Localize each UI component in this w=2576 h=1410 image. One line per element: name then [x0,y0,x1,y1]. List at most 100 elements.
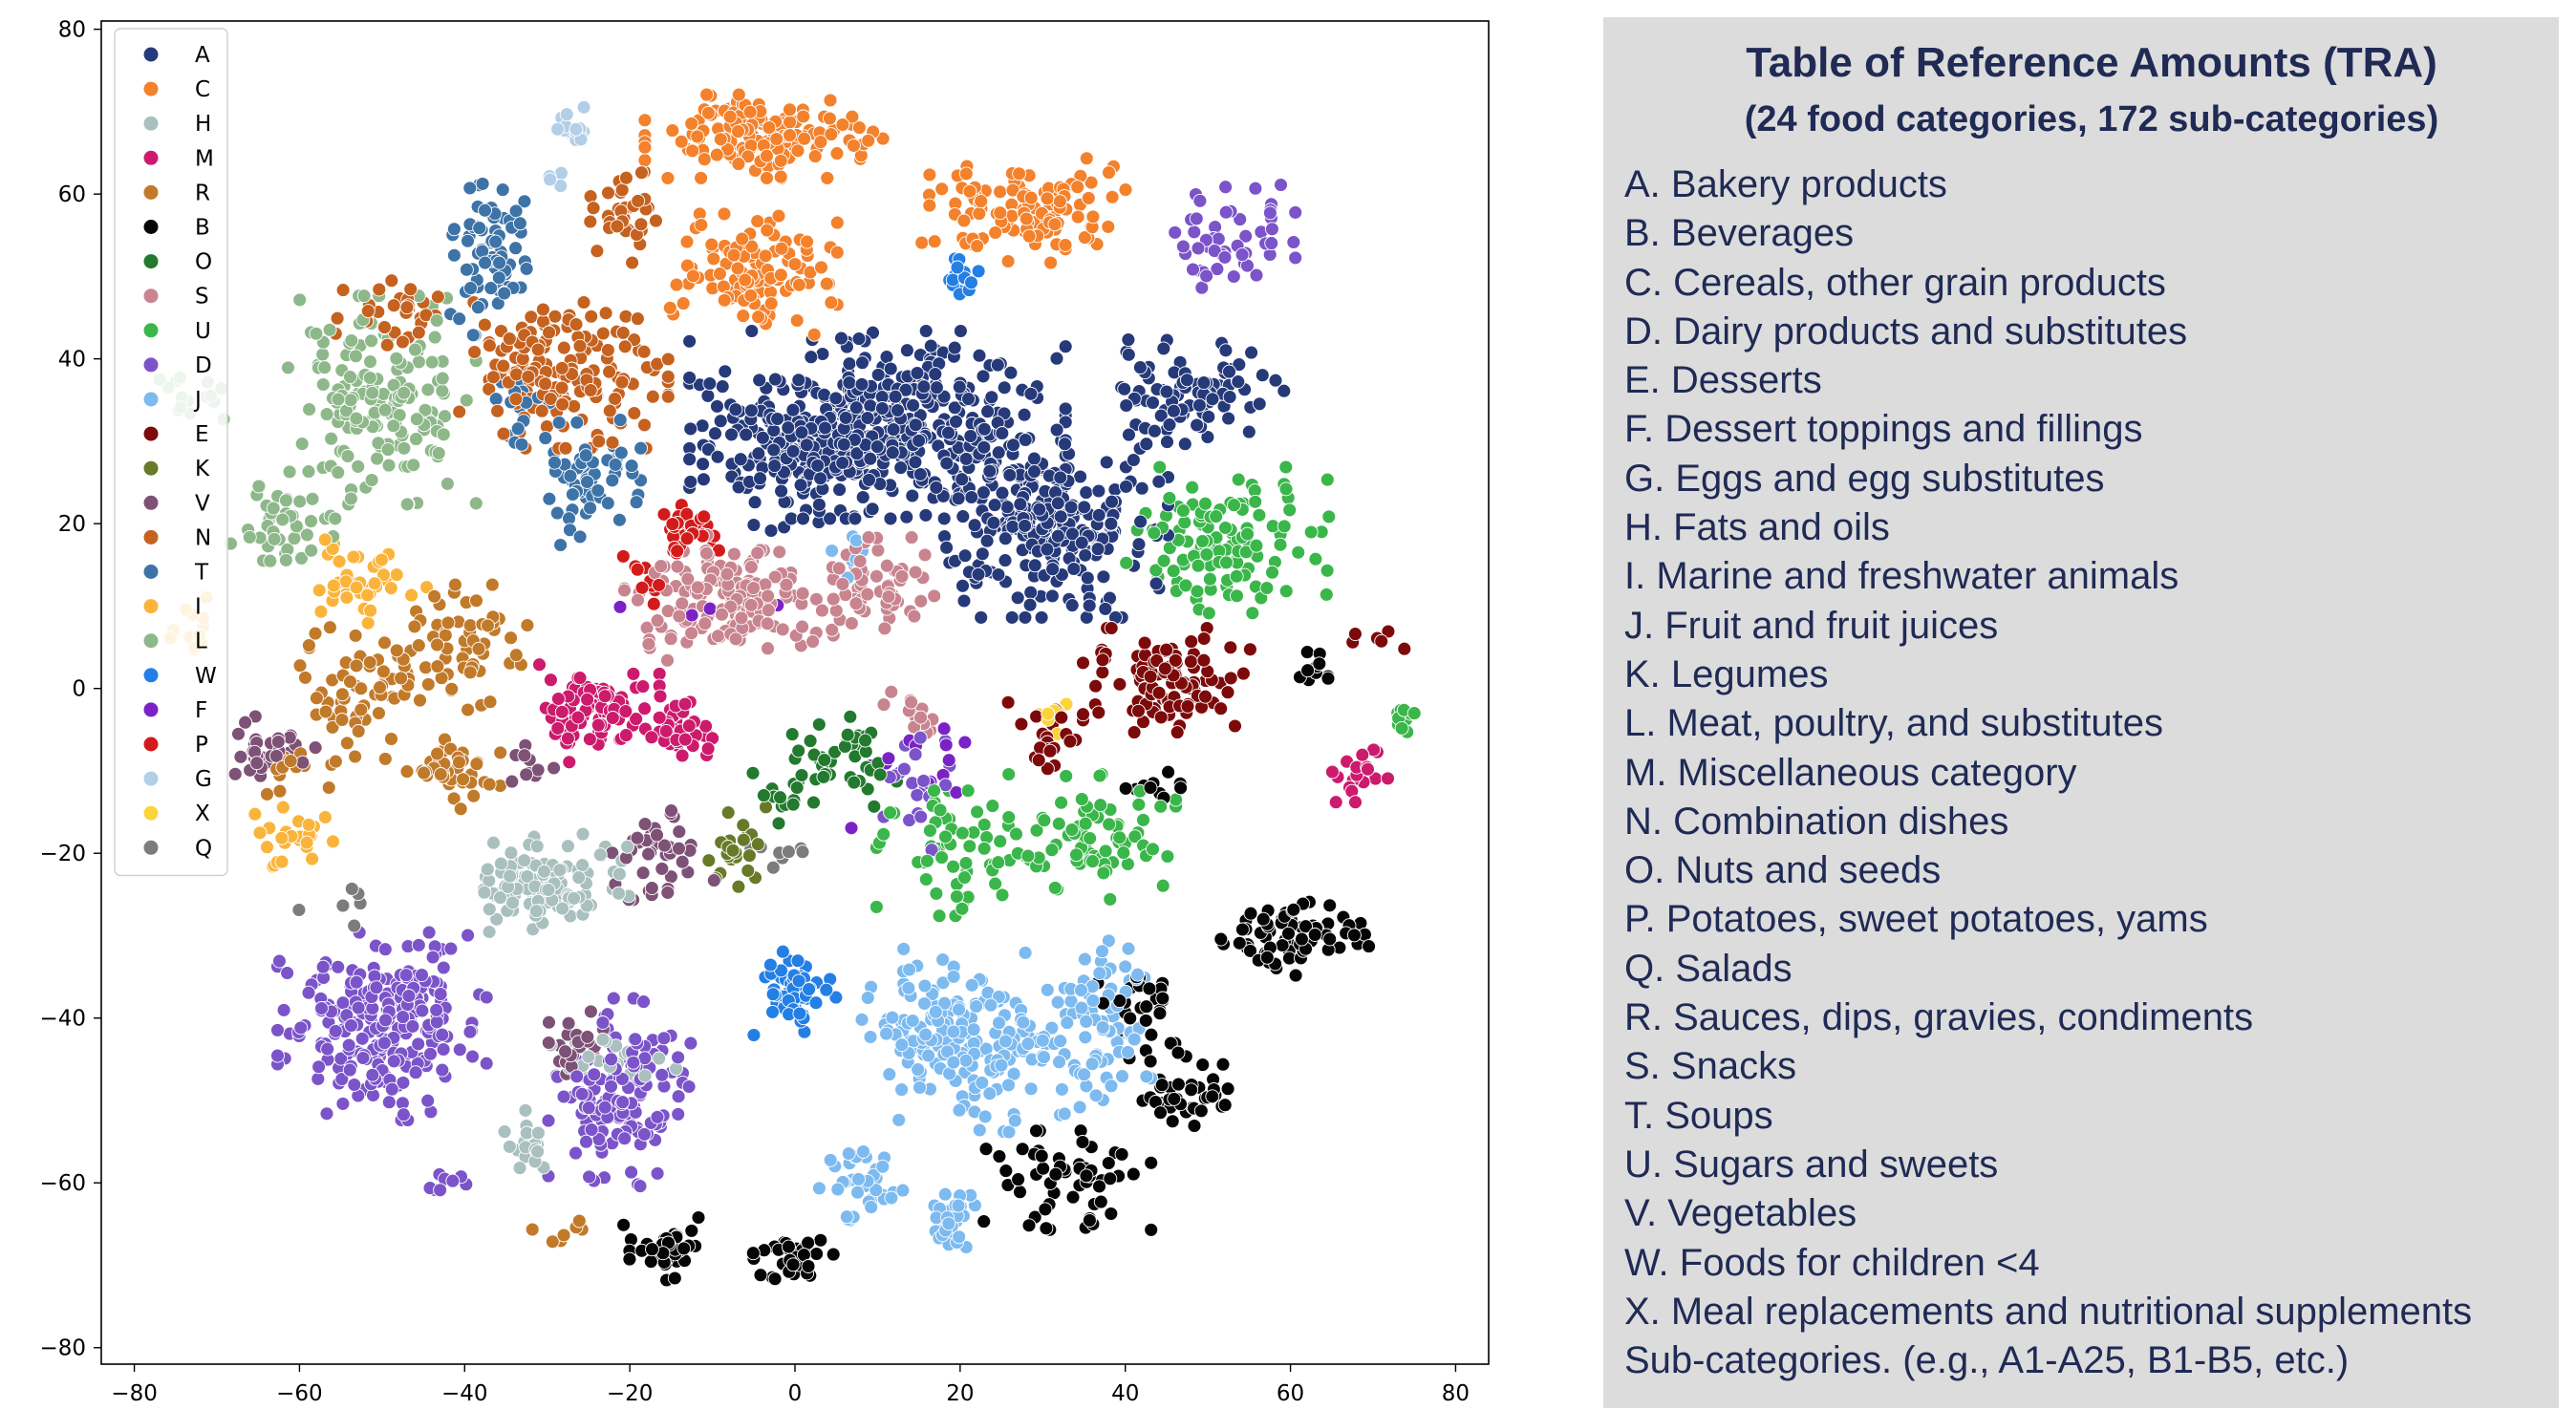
legend-marker-M [142,149,160,166]
point-A [1049,422,1064,438]
point-B [1170,1077,1186,1092]
point-C [665,123,680,139]
point-U [1319,587,1334,602]
point-A [766,442,782,458]
point-R [343,674,357,690]
point-J [911,1062,926,1078]
point-M [700,741,716,757]
point-A [1121,347,1136,362]
point-R [377,635,392,651]
point-B [753,1268,768,1283]
point-Q [347,918,362,933]
point-J [894,1037,910,1053]
point-J [1104,1079,1119,1094]
point-A [1017,407,1032,422]
legend-marker-U [142,322,160,339]
point-A [1098,601,1113,616]
point-D [315,959,331,974]
point-N [627,406,642,420]
point-R [452,755,466,770]
point-S [746,581,762,596]
point-J [969,999,984,1014]
point-C [1000,254,1016,268]
point-O [771,816,786,831]
point-S [825,622,840,637]
point-L [380,442,396,458]
point-L [343,370,357,385]
point-M [1348,795,1363,810]
point-U [1227,498,1241,513]
point-R [394,671,409,686]
point-B [643,1254,658,1270]
scatter-chart: −80 −60 −40 −20 0 20 40 60 80806040200−20−40−60−… [39,18,1490,1406]
point-A [865,502,880,517]
point-H [575,826,590,842]
point-D [1288,250,1303,266]
point-A [961,392,976,407]
point-U [946,859,961,874]
point-B [1082,1213,1097,1228]
point-L [349,411,364,426]
point-A [835,456,850,470]
point-D [628,1032,643,1047]
point-L [322,322,337,337]
point-D [671,1050,686,1065]
point-R [384,732,398,746]
point-C [1070,209,1085,224]
point-R [411,638,426,653]
point-D [355,1051,371,1065]
point-A [855,355,869,371]
point-H [612,886,626,901]
point-S [831,561,847,576]
point-U [1199,546,1214,562]
point-U [955,901,970,916]
point-N [583,214,598,229]
point-B [1243,906,1258,921]
point-I [367,576,382,591]
point-A [906,397,921,413]
y-tick-label: −80 [39,1336,86,1361]
point-U [1001,767,1017,781]
point-U [1078,816,1093,831]
point-J [884,1190,899,1206]
point-R [508,648,524,663]
point-A [813,471,828,486]
point-T [629,495,644,510]
point-A [912,467,928,481]
point-A [1205,392,1220,407]
point-L [278,493,293,508]
point-S [805,634,821,650]
point-S [828,603,844,618]
point-N [590,244,605,259]
point-E [1143,669,1158,684]
point-J [1018,945,1033,960]
legend-marker-R [142,183,160,201]
point-T [563,468,578,483]
point-C [1070,180,1085,195]
point-D [335,995,351,1011]
point-R [283,754,298,769]
point-U [1112,830,1127,845]
point-D [386,1054,401,1069]
point-A [1091,507,1106,523]
point-A [739,427,754,442]
point-N [601,185,615,201]
point-C [922,198,937,213]
point-S [861,530,876,545]
point-U [932,908,947,924]
point-D [683,1036,698,1051]
point-C [722,109,738,124]
point-D [908,747,923,762]
point-S [877,621,892,636]
point-N [530,342,546,357]
legend-label-G: G [195,767,212,792]
point-I [313,604,329,619]
tra-category-item: V. Vegetables [1624,1192,1857,1235]
point-L [440,476,455,491]
point-T [590,483,606,498]
legend-marker-X [142,804,160,822]
legend-label-J: J [193,388,202,413]
point-A [753,471,767,486]
point-S [884,684,899,699]
point-J [1054,1081,1069,1097]
